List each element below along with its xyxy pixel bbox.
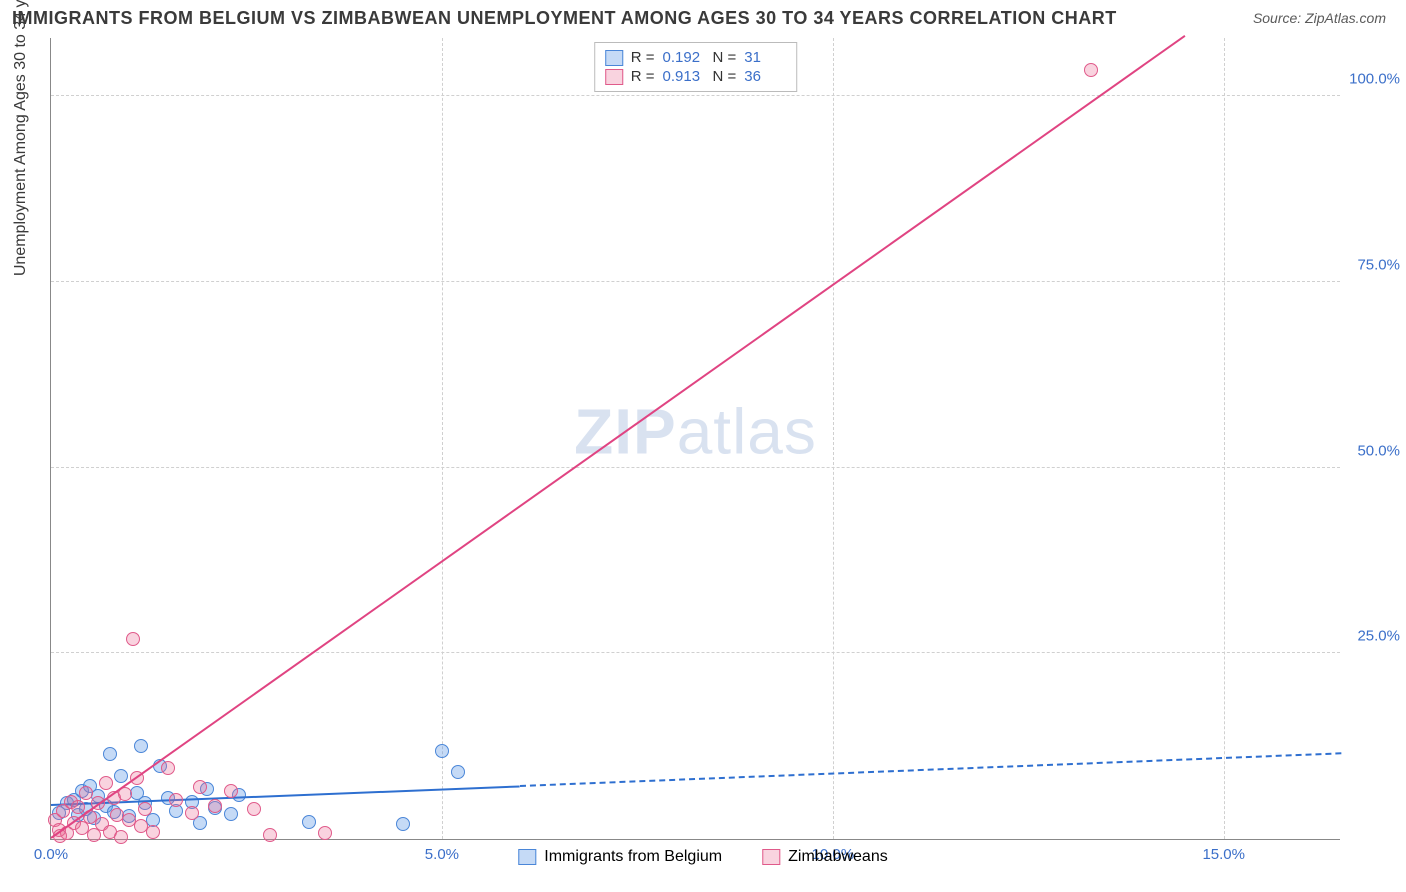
chart-plot-area: ZIPatlas R =0.192N =31R =0.913N =36 25.0… (50, 38, 1340, 840)
data-point-zimbabwe (263, 828, 277, 842)
gridline-h (51, 467, 1340, 468)
data-point-belgium (451, 765, 465, 779)
y-axis-label: Unemployment Among Ages 30 to 34 years (12, 0, 30, 276)
x-tick-label: 15.0% (1202, 846, 1245, 863)
trend-line (520, 752, 1341, 787)
legend-item-zimbabwe: Zimbabweans (762, 848, 888, 866)
legend-swatch (518, 849, 536, 865)
data-point-zimbabwe (185, 806, 199, 820)
gridline-h (51, 652, 1340, 653)
chart-title: IMMIGRANTS FROM BELGIUM VS ZIMBABWEAN UN… (12, 8, 1117, 29)
data-point-zimbabwe (161, 761, 175, 775)
data-point-zimbabwe (193, 780, 207, 794)
n-prefix: N = (713, 49, 737, 66)
n-prefix: N = (713, 68, 737, 85)
legend-label: Immigrants from Belgium (544, 848, 722, 866)
data-point-zimbabwe (169, 793, 183, 807)
data-point-zimbabwe (318, 826, 332, 840)
trend-line (50, 35, 1185, 839)
legend-swatch (605, 69, 623, 85)
data-point-zimbabwe (99, 776, 113, 790)
y-tick-label: 75.0% (1357, 257, 1400, 274)
watermark: ZIPatlas (574, 394, 817, 468)
data-point-zimbabwe (224, 784, 238, 798)
r-prefix: R = (631, 68, 655, 85)
data-point-belgium (302, 815, 316, 829)
legend-swatch (762, 849, 780, 865)
data-point-zimbabwe (79, 786, 93, 800)
data-point-belgium (224, 807, 238, 821)
legend-row-zimbabwe: R = 0.913 N = 36 (605, 68, 787, 85)
data-point-belgium (396, 817, 410, 831)
gridline-h (51, 281, 1340, 282)
gridline-v (833, 38, 834, 839)
data-point-zimbabwe (126, 632, 140, 646)
data-point-belgium (103, 747, 117, 761)
data-point-zimbabwe (114, 830, 128, 844)
r-value: 0.913 (663, 68, 705, 85)
x-tick-label: 5.0% (425, 846, 459, 863)
legend-swatch (605, 50, 623, 66)
source-attribution: Source: ZipAtlas.com (1253, 10, 1386, 26)
gridline-v (1224, 38, 1225, 839)
x-tick-label: 0.0% (34, 846, 68, 863)
gridline-v (442, 38, 443, 839)
series-legend: Immigrants from Belgium Zimbabweans (518, 848, 887, 866)
gridline-h (51, 95, 1340, 96)
data-point-zimbabwe (146, 825, 160, 839)
y-tick-label: 50.0% (1357, 442, 1400, 459)
source-value: ZipAtlas.com (1305, 10, 1386, 26)
legend-label: Zimbabweans (788, 848, 888, 866)
correlation-legend: R = 0.192 N = 31 R = 0.913 N = 36 (594, 42, 798, 92)
r-prefix: R = (631, 49, 655, 66)
data-point-zimbabwe (1084, 63, 1098, 77)
data-point-zimbabwe (208, 799, 222, 813)
data-point-zimbabwe (138, 802, 152, 816)
data-point-belgium (435, 744, 449, 758)
y-tick-label: 100.0% (1349, 71, 1400, 88)
r-value: 0.192 (663, 49, 705, 66)
data-point-zimbabwe (247, 802, 261, 816)
data-point-belgium (114, 769, 128, 783)
n-value: 36 (744, 68, 786, 85)
data-point-belgium (134, 739, 148, 753)
n-value: 31 (744, 49, 786, 66)
legend-row-belgium: R = 0.192 N = 31 (605, 49, 787, 66)
legend-item-belgium: Immigrants from Belgium (518, 848, 722, 866)
watermark-atlas: atlas (677, 395, 817, 467)
y-tick-label: 25.0% (1357, 628, 1400, 645)
source-prefix: Source: (1253, 10, 1305, 26)
